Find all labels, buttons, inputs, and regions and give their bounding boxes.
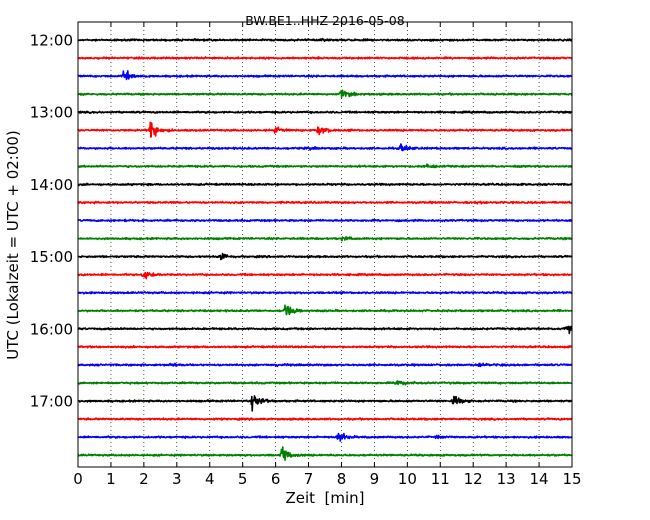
trace-1400 [77, 182, 573, 187]
trace-1430 [77, 218, 573, 223]
x-tick-label: 12 [464, 470, 483, 488]
x-tick-label: 7 [304, 470, 314, 488]
trace-1745 [77, 446, 573, 461]
x-axis-label: Zeit [min] [285, 489, 364, 507]
x-tick-label: 11 [431, 470, 450, 488]
trace-1230 [77, 70, 573, 81]
x-tick-label: 2 [139, 470, 149, 488]
trace-1415 [77, 200, 573, 205]
x-axis-ticks: 0 1 2 3 4 5 6 7 8 9 10 11 12 13 14 15 [73, 22, 582, 488]
y-axis-ticks: 12:00 13:00 14:00 15:00 16:00 17:00 [30, 32, 572, 411]
y-tick-label: 16:00 [30, 320, 73, 338]
trace-1315 [77, 121, 573, 138]
x-tick-label: 6 [271, 470, 281, 488]
trace-1545 [77, 304, 573, 316]
trace-1245 [77, 89, 573, 99]
trace-1515 [77, 271, 573, 280]
trace-1645 [77, 380, 573, 386]
y-tick-label: 14:00 [30, 176, 73, 194]
trace-1600 [77, 325, 573, 335]
x-tick-label: 10 [398, 470, 417, 488]
x-tick-label: 1 [106, 470, 116, 488]
trace-1345 [77, 163, 573, 169]
trace-1330 [77, 143, 573, 152]
chart-title: BW.BE1..HHZ 2016-05-08 [245, 13, 404, 28]
x-tick-label: 3 [172, 470, 182, 488]
trace-1530 [77, 290, 573, 295]
trace-1300 [77, 110, 573, 115]
x-tick-label: 5 [238, 470, 248, 488]
trace-1730 [77, 432, 573, 442]
trace-1715 [77, 417, 573, 421]
trace-1615 [77, 344, 573, 349]
x-tick-label: 9 [370, 470, 380, 488]
plot-frame [77, 21, 573, 468]
y-axis-label: UTC (Lokalzeit = UTC + 02:00) [4, 130, 22, 360]
trace-1445 [77, 236, 573, 242]
x-tick-label: 4 [205, 470, 215, 488]
seismic-traces [77, 37, 573, 461]
y-tick-label: 13:00 [30, 104, 73, 122]
y-tick-label: 17:00 [30, 393, 73, 411]
y-tick-label: 12:00 [30, 32, 73, 50]
trace-1500 [77, 252, 573, 261]
x-tick-label: 8 [337, 470, 347, 488]
trace-1200 [77, 37, 573, 43]
x-tick-label: 13 [497, 470, 516, 488]
x-tick-label: 15 [562, 470, 581, 488]
y-tick-label: 15:00 [30, 248, 73, 266]
x-tick-label: 14 [530, 470, 549, 488]
trace-1700 [77, 395, 573, 412]
trace-1630 [77, 362, 573, 368]
trace-1215 [77, 56, 573, 60]
x-tick-label: 0 [73, 470, 83, 488]
